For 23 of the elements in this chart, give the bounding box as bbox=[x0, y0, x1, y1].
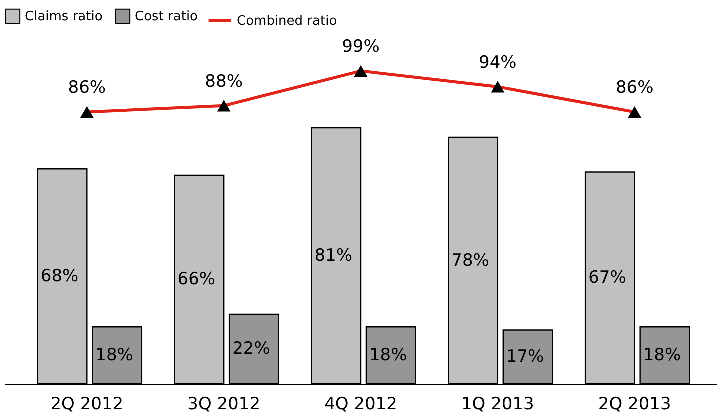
data-label: 66% bbox=[178, 270, 216, 290]
x-tick-label: 2Q 2013 bbox=[598, 394, 672, 414]
x-tick-label: 4Q 2012 bbox=[324, 394, 398, 414]
x-tick-label: 3Q 2012 bbox=[188, 394, 261, 414]
data-label: 17% bbox=[506, 347, 544, 368]
data-label: 78% bbox=[452, 250, 490, 271]
data-label: 86% bbox=[616, 78, 654, 98]
data-label: 86% bbox=[68, 78, 106, 98]
legend-label: Claims ratio bbox=[25, 9, 103, 24]
data-label: 18% bbox=[96, 346, 134, 366]
data-label: 18% bbox=[643, 346, 682, 366]
data-label: 81% bbox=[314, 246, 353, 266]
data-label: 68% bbox=[40, 266, 79, 287]
x-tick-label: 2Q 2012 bbox=[50, 394, 124, 414]
legend-label: Combined ratio bbox=[237, 14, 338, 29]
data-label: 22% bbox=[232, 339, 270, 360]
x-tick-label: 1Q 2013 bbox=[461, 394, 534, 414]
data-label: 99% bbox=[342, 37, 380, 58]
data-label: 67% bbox=[588, 268, 626, 288]
data-label: 88% bbox=[205, 72, 243, 92]
legend-label: Cost ratio bbox=[135, 9, 198, 24]
data-label: 18% bbox=[369, 346, 408, 366]
data-label: 94% bbox=[479, 52, 517, 73]
